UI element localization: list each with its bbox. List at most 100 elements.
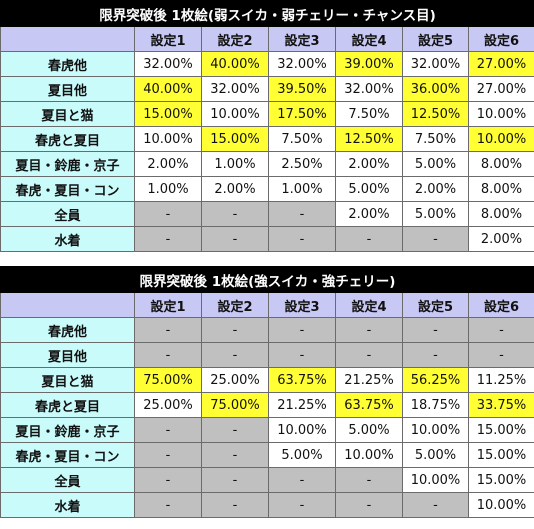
row-label: 夏目他: [0, 76, 135, 102]
value-cell: 12.50%: [402, 101, 469, 127]
value-cell: -: [134, 442, 202, 468]
value-cell: -: [201, 226, 269, 252]
value-cell: -: [134, 226, 202, 252]
row-label: 夏目と猫: [0, 101, 135, 127]
value-cell: 15.00%: [201, 126, 269, 152]
value-cell: 10.00%: [468, 101, 534, 127]
value-cell: -: [201, 317, 269, 343]
value-cell: -: [268, 342, 336, 368]
value-cell: 21.25%: [268, 392, 336, 418]
value-cell: 40.00%: [201, 51, 269, 77]
value-cell: 75.00%: [201, 392, 269, 418]
column-header: 設定1: [134, 26, 202, 52]
value-cell: 1.00%: [268, 176, 336, 202]
value-cell: 10.00%: [402, 467, 469, 493]
column-header: 設定2: [201, 292, 269, 318]
table-row: 夏目・鈴鹿・京子 - -10.00% 5.00% 10.00% 15.00%: [0, 417, 534, 443]
header-row: 設定1 設定2 設定3 設定4 設定5 設定6: [0, 26, 534, 52]
row-label: 夏目・鈴鹿・京子: [0, 151, 135, 177]
value-cell: 10.00%: [467, 492, 534, 518]
value-cell: 8.00%: [468, 201, 534, 227]
header-row: 設定1 設定2 設定3 設定4 設定5 設定6: [0, 292, 534, 318]
value-cell: -: [467, 317, 534, 343]
row-label: 春虎他: [0, 51, 135, 77]
value-cell: 18.75%: [402, 392, 469, 418]
column-header: 設定2: [201, 26, 269, 52]
row-label: 全員: [0, 467, 135, 493]
value-cell: -: [268, 201, 336, 227]
corner-cell: [0, 26, 135, 52]
value-cell: -: [335, 492, 403, 518]
column-header: 設定1: [134, 292, 202, 318]
value-cell: 32.00%: [402, 51, 469, 77]
value-cell: -: [134, 417, 202, 443]
table-body: 春虎他 - - - - - - 夏目他 - - - - - - 夏目と猫 75.00% 25.00% 63.75%…: [0, 317, 534, 518]
value-cell: 10.00%: [201, 101, 269, 127]
table-row: 全員 - - - -10.00% 15.00%: [0, 467, 534, 493]
value-cell: -: [201, 342, 269, 368]
table-row: 春虎他 32.00% 40.00% 32.00% 39.00% 32.00% 27.00%: [0, 51, 534, 77]
value-cell: -: [268, 317, 336, 343]
row-label: 夏目と猫: [0, 367, 135, 393]
column-header: 設定5: [402, 26, 469, 52]
table-row: 夏目他 40.00% 32.00% 39.50% 32.00% 36.00% 27.00%: [0, 76, 534, 102]
value-cell: 10.00%: [402, 417, 469, 443]
value-cell: -: [402, 492, 469, 518]
value-cell: 5.00%: [335, 176, 403, 202]
value-cell: -: [201, 467, 269, 493]
value-cell: 5.00%: [402, 151, 469, 177]
value-cell: 10.00%: [268, 417, 336, 443]
row-label: 水着: [0, 226, 135, 252]
value-cell: -: [402, 226, 469, 252]
value-cell: -: [134, 317, 202, 343]
table-row: 春虎と夏目 25.00% 75.00% 21.25% 63.75% 18.75% 33.75…: [0, 392, 534, 418]
value-cell: 15.00%: [467, 467, 534, 493]
table-title: 限界突破後 1枚絵(弱スイカ・弱チェリー・チャンス目): [0, 0, 534, 27]
value-cell: 15.00%: [467, 442, 534, 468]
value-cell: 10.00%: [335, 442, 403, 468]
value-cell: -: [467, 342, 534, 368]
value-cell: 5.00%: [402, 442, 469, 468]
row-label: 夏目・鈴鹿・京子: [0, 417, 135, 443]
value-cell: -: [335, 226, 403, 252]
table-row: 夏目・鈴鹿・京子 2.00% 1.00% 2.50% 2.00% 5.00% 8.00%: [0, 151, 534, 177]
value-cell: 32.00%: [134, 51, 202, 77]
column-header: 設定5: [402, 292, 469, 318]
table-row: 春虎・夏目・コン - -5.00% 10.00% 5.00% 15.00%: [0, 442, 534, 468]
table-row: 夏目他 - - - - - -: [0, 342, 534, 368]
value-cell: 2.00%: [134, 151, 202, 177]
value-cell: 17.50%: [268, 101, 336, 127]
table-row: 春虎と夏目 10.00% 15.00% 7.50% 12.50% 7.50% 10.00%: [0, 126, 534, 152]
column-header: 設定4: [335, 292, 403, 318]
table-title: 限界突破後 1枚絵(強スイカ・強チェリー): [0, 266, 534, 293]
corner-cell: [0, 292, 135, 318]
value-cell: -: [134, 201, 202, 227]
value-cell: 11.25%: [467, 367, 534, 393]
value-cell: 12.50%: [335, 126, 403, 152]
value-cell: 10.00%: [468, 126, 534, 152]
row-label: 水着: [0, 492, 135, 518]
value-cell: 33.75%: [467, 392, 534, 418]
table-row: 水着 - - - - -10.00%: [0, 492, 534, 518]
value-cell: 56.25%: [402, 367, 469, 393]
value-cell: 25.00%: [201, 367, 269, 393]
value-cell: 5.00%: [402, 201, 469, 227]
table-row: 夏目と猫 15.00% 10.00% 17.50% 7.50% 12.50% 10.00%: [0, 101, 534, 127]
value-cell: 5.00%: [335, 417, 403, 443]
value-cell: 63.75%: [335, 392, 403, 418]
value-cell: 21.25%: [335, 367, 403, 393]
value-cell: 32.00%: [335, 76, 403, 102]
row-label: 春虎・夏目・コン: [0, 442, 135, 468]
value-cell: -: [134, 492, 202, 518]
column-header: 設定6: [467, 292, 534, 318]
value-cell: 7.50%: [335, 101, 403, 127]
value-cell: -: [201, 442, 269, 468]
table-row: 春虎・夏目・コン 1.00% 2.00% 1.00% 5.00% 2.00% 8.00%: [0, 176, 534, 202]
row-label: 春虎・夏目・コン: [0, 176, 135, 202]
value-cell: 8.00%: [468, 176, 534, 202]
value-cell: -: [201, 492, 269, 518]
row-label: 全員: [0, 201, 135, 227]
value-cell: 25.00%: [134, 392, 202, 418]
row-label: 春虎と夏目: [0, 392, 135, 418]
row-label: 夏目他: [0, 342, 135, 368]
